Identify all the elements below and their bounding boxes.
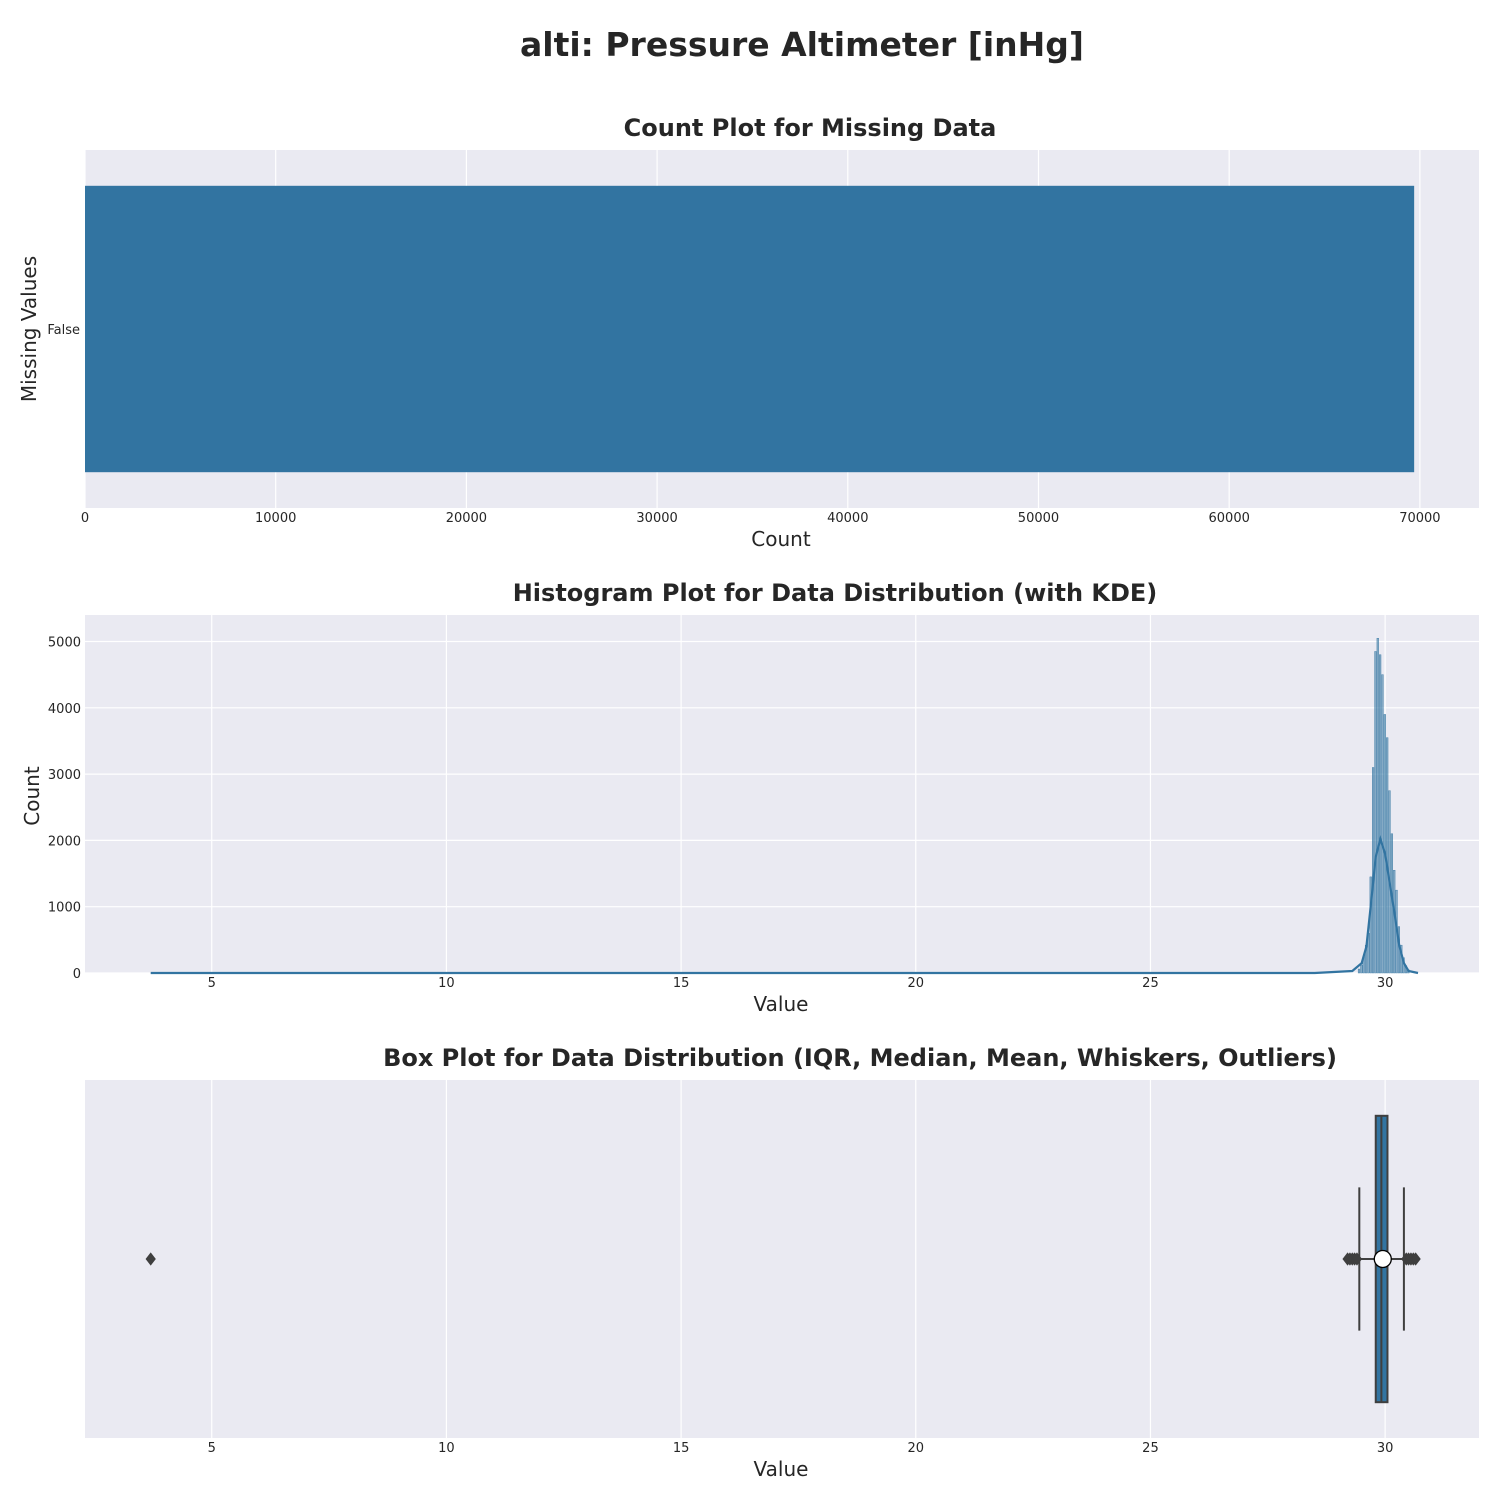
count-plot-y-ticks: False [47, 323, 80, 338]
count-plot-x-tick-label: 50000 [1018, 511, 1059, 526]
count-plot-x-tick-label: 60000 [1209, 511, 1250, 526]
histogram-bar [1386, 737, 1389, 974]
histogram-bar [1369, 876, 1372, 974]
histogram-bar [1383, 714, 1386, 974]
histogram-y-tick-label: 0 [73, 967, 81, 982]
box-plot-x-tick-label: 5 [208, 1441, 216, 1456]
histogram-x-tick-label: 5 [208, 976, 216, 991]
histogram-y-label: Count [20, 766, 44, 826]
box-plot-x-tick-label: 10 [438, 1441, 455, 1456]
histogram-title: Histogram Plot for Data Distribution (wi… [513, 579, 1158, 607]
box-plot-x-label: Value [754, 1457, 809, 1481]
count-plot: 0 10000 20000 30000 40000 50000 60000 70000 Fal… [17, 114, 1479, 551]
box-plot-x-tick-label: 25 [1142, 1441, 1159, 1456]
mean-marker [1373, 1249, 1392, 1269]
count-plot-x-tick-label: 40000 [827, 511, 868, 526]
count-plot-x-tick-label: 70000 [1399, 511, 1440, 526]
histogram-x-tick-label: 10 [438, 976, 455, 991]
histogram-x-label: Value [754, 992, 809, 1016]
histogram-x-ticks: 5 10 15 20 25 30 [208, 976, 1394, 991]
box-plot-x-tick-label: 30 [1377, 1441, 1394, 1456]
count-plot-y-label: Missing Values [17, 256, 41, 402]
count-plot-bars [85, 185, 1415, 473]
kde-line [150, 835, 1419, 975]
histogram-x-tick-label: 20 [907, 976, 924, 991]
count-plot-x-tick-label: 10000 [255, 511, 296, 526]
box-plot-marks [145, 1114, 1421, 1404]
histogram-bar [1376, 638, 1379, 974]
histogram-y-ticks: 0 1000 2000 3000 4000 5000 [48, 636, 81, 982]
box-plot-x-tick-label: 15 [673, 1441, 690, 1456]
histogram-y-tick-label: 5000 [48, 636, 81, 651]
histogram-y-tick-label: 2000 [48, 834, 81, 849]
histogram-y-tick-label: 1000 [48, 901, 81, 916]
histogram-x-tick-label: 15 [673, 976, 690, 991]
count-bar [85, 185, 1415, 473]
box-plot-x-tick-label: 20 [907, 1441, 924, 1456]
count-plot-title: Count Plot for Missing Data [624, 114, 997, 142]
box-plot: 5 10 15 20 25 30 Box Plot for Data Distributi… [85, 1044, 1479, 1481]
histogram-plot: 5 10 15 20 25 30 0 1000 2000 3000 4000 5000 Histog… [20, 579, 1479, 1016]
outlier-marker [1351, 1252, 1363, 1266]
box-plot-title: Box Plot for Data Distribution (IQR, Med… [383, 1044, 1337, 1072]
count-plot-x-tick-label: 30000 [636, 511, 677, 526]
count-plot-x-ticks: 0 10000 20000 30000 40000 50000 60000 70000 [81, 511, 1441, 526]
figure-title: alti: Pressure Altimeter [inHg] [520, 25, 1084, 64]
box-plot-background [85, 1080, 1479, 1438]
histogram-background [85, 615, 1479, 973]
histogram-x-tick-label: 30 [1377, 976, 1394, 991]
histogram-bar [1360, 964, 1363, 974]
histogram-kde [150, 835, 1419, 975]
histogram-y-tick-label: 3000 [48, 768, 81, 783]
histogram-bar [1357, 968, 1361, 974]
outlier-marker [1410, 1252, 1421, 1266]
histogram-bar [1374, 651, 1377, 974]
histogram-bar [1381, 674, 1384, 974]
histogram-bar [1379, 654, 1382, 974]
box-plot-x-ticks: 5 10 15 20 25 30 [208, 1441, 1394, 1456]
count-plot-x-tick-label: 20000 [446, 511, 487, 526]
count-plot-x-label: Count [751, 527, 811, 551]
outlier-marker [145, 1252, 156, 1266]
histogram-y-tick-label: 4000 [48, 702, 81, 717]
histogram-x-tick-label: 25 [1142, 976, 1159, 991]
count-plot-x-tick-label: 0 [81, 511, 89, 526]
count-plot-y-tick-label: False [47, 323, 80, 338]
